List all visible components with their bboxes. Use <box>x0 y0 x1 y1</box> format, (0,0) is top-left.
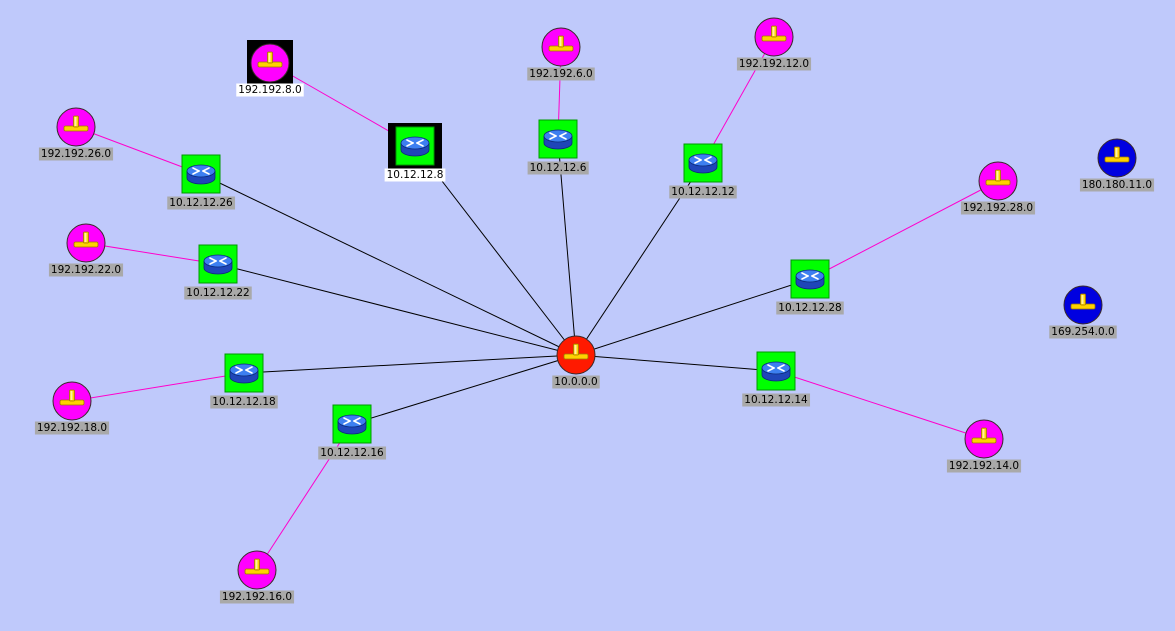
isolated-subnet-label: 180.180.11.0 <box>1082 179 1152 191</box>
router-icon <box>229 363 259 384</box>
router-label: 10.12.12.8 <box>387 169 444 181</box>
subnet-label: 192.192.28.0 <box>963 202 1033 214</box>
router-label: 10.12.12.6 <box>530 162 587 174</box>
router-icon <box>543 129 573 150</box>
subnet-icon <box>1070 293 1096 310</box>
subnet-link-s26[interactable] <box>75 126 202 175</box>
isolated-subnet-node-i180[interactable]: 180.180.11.0 <box>1079 138 1155 192</box>
subnet-label: 192.192.26.0 <box>41 148 111 160</box>
router-icon <box>400 136 430 157</box>
isolated-subnet-node-i169[interactable]: 169.254.0.0 <box>1049 285 1117 339</box>
network-hub-icon <box>563 343 589 360</box>
router-label: 10.12.12.14 <box>744 394 808 406</box>
router-label: 10.12.12.26 <box>169 197 233 209</box>
subnet-icon <box>1104 146 1130 163</box>
backbone-link-r6[interactable] <box>557 138 577 356</box>
subnet-node-s16[interactable]: 192.192.16.0 <box>219 550 295 604</box>
router-node-r26[interactable]: 10.12.12.26 <box>167 154 236 210</box>
hub-label: 10.0.0.0 <box>554 376 597 388</box>
backbone-link-r18[interactable] <box>243 354 577 374</box>
subnet-label: 192.192.8.0 <box>238 84 301 96</box>
subnet-label: 192.192.16.0 <box>222 591 292 603</box>
router-icon <box>688 153 718 174</box>
subnet-icon <box>59 389 85 406</box>
router-icon <box>186 164 216 185</box>
subnet-icon <box>548 35 574 52</box>
router-node-r16[interactable]: 10.12.12.16 <box>318 404 387 460</box>
backbone-link-r28[interactable] <box>575 278 811 356</box>
router-node-r14[interactable]: 10.12.12.14 <box>742 351 811 407</box>
subnet-icon <box>257 51 283 68</box>
router-icon <box>761 361 791 382</box>
backbone-link-r26[interactable] <box>200 173 577 356</box>
router-label: 10.12.12.18 <box>212 396 275 408</box>
subnet-icon <box>63 115 89 132</box>
router-node-r28[interactable]: 10.12.12.28 <box>776 259 844 315</box>
isolated-subnet-label: 169.254.0.0 <box>1051 326 1114 338</box>
subnet-link-s18[interactable] <box>71 372 245 402</box>
subnet-node-s28[interactable]: 192.192.28.0 <box>960 161 1036 215</box>
backbone-link-r22[interactable] <box>217 263 577 356</box>
subnet-node-s18[interactable]: 192.192.18.0 <box>34 381 110 435</box>
router-label: 10.12.12.12 <box>671 186 734 198</box>
links-layer <box>71 36 999 571</box>
router-node-r12[interactable]: 10.12.12.12 <box>669 143 737 199</box>
nodes-layer: 10.12.12.26 10.12.12.8 10.12.12.6 10.12.12.… <box>34 17 1155 604</box>
subnet-label: 192.192.12.0 <box>739 58 809 70</box>
hub-node-hub[interactable]: 10.0.0.0 <box>552 335 600 389</box>
router-node-r22[interactable]: 10.12.12.22 <box>184 244 252 300</box>
subnet-node-s8[interactable]: 192.192.8.0 <box>236 40 304 97</box>
subnet-icon <box>971 427 997 444</box>
backbone-link-r14[interactable] <box>575 354 777 372</box>
router-node-r6[interactable]: 10.12.12.6 <box>527 119 589 175</box>
subnet-icon <box>244 558 270 575</box>
router-node-r18[interactable]: 10.12.12.18 <box>210 353 278 409</box>
router-label: 10.12.12.22 <box>186 287 249 299</box>
router-icon <box>795 269 825 290</box>
router-node-r8[interactable]: 10.12.12.8 <box>384 123 446 182</box>
router-icon <box>337 414 367 435</box>
subnet-label: 192.192.6.0 <box>529 68 592 80</box>
backbone-link-r16[interactable] <box>351 354 577 425</box>
subnet-node-s26[interactable]: 192.192.26.0 <box>38 107 114 161</box>
subnet-link-s22[interactable] <box>85 242 219 265</box>
subnet-node-s22[interactable]: 192.192.22.0 <box>48 223 124 277</box>
subnet-label: 192.192.22.0 <box>51 264 121 276</box>
subnet-node-s14[interactable]: 192.192.14.0 <box>946 419 1022 473</box>
router-label: 10.12.12.16 <box>320 447 384 459</box>
subnet-link-s14[interactable] <box>775 370 985 440</box>
subnet-link-s16[interactable] <box>256 423 353 571</box>
subnet-label: 192.192.14.0 <box>949 460 1019 472</box>
router-label: 10.12.12.28 <box>778 302 841 314</box>
router-icon <box>203 254 233 275</box>
subnet-icon <box>73 231 99 248</box>
subnet-node-s6[interactable]: 192.192.6.0 <box>527 27 595 81</box>
subnet-icon <box>985 169 1011 186</box>
subnet-label: 192.192.18.0 <box>37 422 107 434</box>
subnet-node-s12[interactable]: 192.192.12.0 <box>736 17 812 71</box>
subnet-link-s28[interactable] <box>809 180 999 280</box>
subnet-icon <box>761 25 787 42</box>
